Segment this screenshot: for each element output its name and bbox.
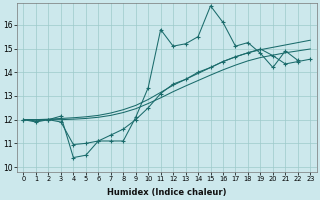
- X-axis label: Humidex (Indice chaleur): Humidex (Indice chaleur): [107, 188, 227, 197]
